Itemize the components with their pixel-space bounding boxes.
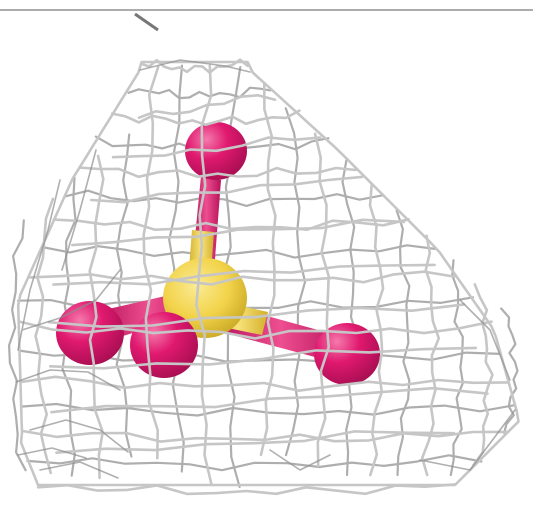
mesh-line bbox=[313, 132, 330, 468]
mesh-line bbox=[88, 154, 105, 480]
mesh-line bbox=[110, 109, 301, 127]
mesh-line bbox=[29, 419, 129, 453]
mesh-line bbox=[472, 283, 494, 467]
mesh-line bbox=[269, 449, 331, 471]
mesh-line bbox=[36, 483, 457, 496]
mesh-line bbox=[395, 209, 411, 477]
mesh-line bbox=[284, 107, 307, 457]
mesh-line bbox=[459, 299, 511, 381]
mesh-line bbox=[115, 133, 133, 458]
electron-density-mesh-back bbox=[8, 64, 519, 489]
mesh-line bbox=[341, 158, 360, 477]
mesh-line bbox=[17, 320, 493, 340]
mesh-line bbox=[127, 86, 272, 100]
mesh-line bbox=[449, 259, 464, 477]
mesh-line bbox=[50, 386, 489, 414]
mesh-line bbox=[78, 166, 358, 179]
mesh-line bbox=[420, 234, 441, 477]
mesh-line bbox=[17, 179, 61, 351]
mesh-line bbox=[55, 430, 456, 454]
mesh-line bbox=[168, 64, 185, 473]
mesh-line bbox=[15, 369, 121, 391]
electron-density-mesh-shading bbox=[15, 59, 516, 479]
mesh-line bbox=[137, 94, 277, 119]
mesh-line bbox=[16, 60, 520, 487]
mesh-line bbox=[39, 461, 119, 479]
molecule bbox=[56, 122, 380, 385]
mesh-line bbox=[47, 303, 466, 328]
ligand-atom-front bbox=[130, 312, 198, 378]
mesh-line bbox=[52, 263, 436, 286]
mesh-line bbox=[19, 375, 510, 392]
mesh-line bbox=[142, 65, 160, 460]
mesh-line bbox=[28, 270, 456, 286]
ligand-atom-right bbox=[314, 323, 380, 385]
mesh-line bbox=[20, 402, 517, 417]
mesh-line bbox=[40, 244, 437, 259]
mesh-line bbox=[89, 175, 364, 204]
mesh-line bbox=[17, 447, 87, 459]
mesh-line bbox=[61, 149, 97, 271]
mesh-line bbox=[26, 454, 483, 472]
mesh-line bbox=[111, 136, 322, 159]
stray-mesh-fragment bbox=[134, 12, 159, 32]
mesh-line bbox=[259, 81, 277, 457]
mesh-line bbox=[419, 409, 516, 471]
mesh-line bbox=[8, 219, 27, 472]
mesh-line bbox=[71, 218, 406, 247]
mesh-line bbox=[500, 307, 519, 435]
mesh-line bbox=[48, 346, 478, 370]
mesh-line bbox=[64, 189, 384, 207]
mesh-line bbox=[368, 183, 385, 477]
mesh-line bbox=[21, 269, 121, 331]
mesh-line bbox=[139, 59, 251, 73]
